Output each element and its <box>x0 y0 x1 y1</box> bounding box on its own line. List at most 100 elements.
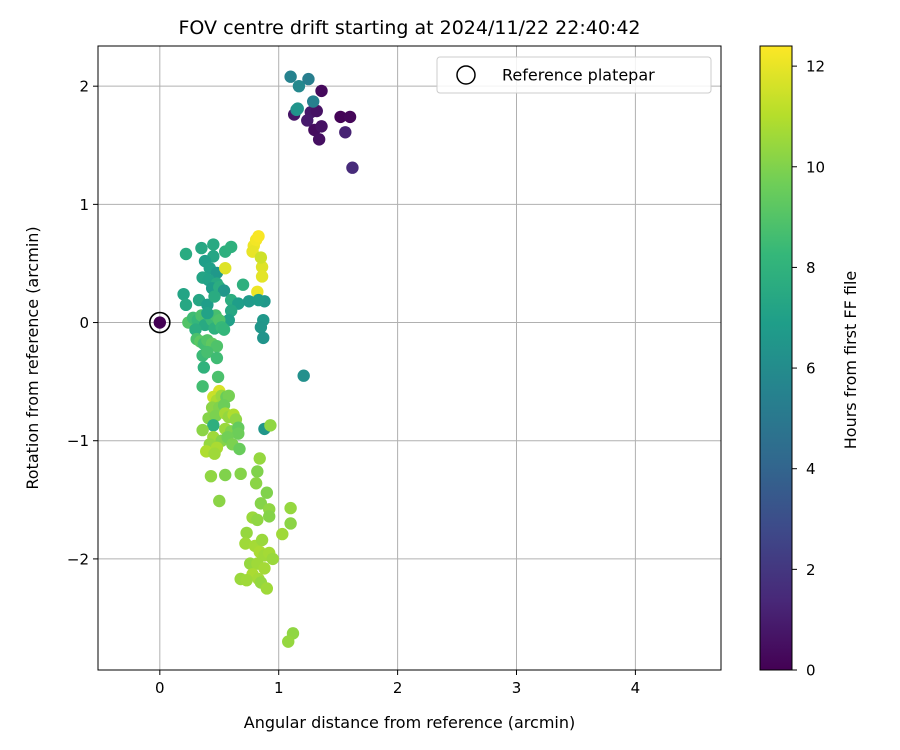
data-point <box>224 240 238 254</box>
data-point <box>302 72 315 86</box>
data-point <box>196 380 209 393</box>
x-tick-label: 0 <box>155 679 165 697</box>
data-point <box>208 290 221 303</box>
colorbar-ticks: 0 2 4 6 8 10 12 <box>792 58 825 680</box>
y-axis: −2 −1 0 1 2 <box>67 78 98 568</box>
data-point <box>253 452 266 465</box>
data-point <box>211 370 225 384</box>
y-tick-label: −1 <box>67 432 89 450</box>
data-point <box>310 104 323 118</box>
data-point <box>219 468 232 482</box>
data-point <box>276 527 289 541</box>
data-point <box>251 465 264 478</box>
data-point <box>209 409 222 423</box>
data-point <box>153 316 167 329</box>
colorbar-tick-label: 2 <box>806 561 816 579</box>
data-point <box>254 251 268 264</box>
x-tick-label: 3 <box>512 679 522 697</box>
data-point <box>284 501 297 515</box>
colorbar-label: Hours from first FF file <box>841 271 860 450</box>
data-point <box>312 133 326 146</box>
data-point <box>177 287 190 301</box>
x-tick-label: 4 <box>631 679 641 697</box>
legend-reference-marker <box>456 65 476 85</box>
data-point <box>254 321 268 334</box>
plot-frame <box>97 45 722 671</box>
data-point <box>239 537 252 550</box>
data-point <box>252 293 265 307</box>
data-point <box>306 95 320 108</box>
data-point <box>207 419 220 432</box>
data-point <box>222 389 235 403</box>
data-point <box>204 469 218 483</box>
data-point <box>264 419 277 432</box>
data-point <box>179 298 193 312</box>
data-point <box>334 110 347 124</box>
colorbar-frame <box>759 45 793 671</box>
data-point <box>292 79 306 93</box>
data-point <box>197 361 211 374</box>
data-point <box>260 486 274 499</box>
data-point <box>213 494 226 508</box>
y-tick-label: 1 <box>79 196 89 214</box>
data-point <box>260 582 274 595</box>
y-tick-label: 2 <box>79 78 89 96</box>
data-point <box>258 562 271 575</box>
data-point <box>232 427 245 440</box>
colorbar: 0 2 4 6 8 10 12 Hours from first FF file <box>759 45 860 680</box>
y-tick-label: −2 <box>67 550 89 568</box>
data-point <box>207 238 220 251</box>
y-axis-label: Rotation from reference (arcmin) <box>23 226 42 489</box>
data-point <box>242 295 256 308</box>
data-point <box>240 573 253 587</box>
colorbar-tick-label: 4 <box>806 460 816 478</box>
legend-label: Reference platepar <box>502 66 655 85</box>
data-point <box>217 323 231 336</box>
data-point <box>266 552 279 566</box>
data-point <box>315 84 328 98</box>
data-point <box>255 533 269 547</box>
colorbar-tick-label: 0 <box>806 662 816 680</box>
colorbar-tick-label: 6 <box>806 360 816 378</box>
grid <box>98 46 721 670</box>
data-point <box>224 304 238 317</box>
data-point <box>297 369 310 382</box>
data-point <box>339 126 352 139</box>
legend-box <box>436 56 712 94</box>
data-point <box>240 526 253 540</box>
x-tick-label: 1 <box>274 679 284 697</box>
colorbar-gradient <box>760 46 792 670</box>
data-points <box>149 70 359 648</box>
data-point <box>284 517 297 530</box>
data-point <box>284 70 297 83</box>
data-point <box>257 331 270 345</box>
data-point <box>201 345 214 359</box>
data-point <box>263 510 276 523</box>
y-tick-label: 0 <box>79 314 89 332</box>
x-tick-label: 2 <box>393 679 403 697</box>
data-point <box>234 467 247 481</box>
data-point <box>210 339 224 353</box>
x-axis: 0 1 2 3 4 <box>155 670 640 697</box>
data-point <box>219 261 232 275</box>
data-point <box>236 278 250 291</box>
colorbar-tick-label: 12 <box>806 58 825 76</box>
reference-platepar-marker <box>149 311 171 334</box>
data-point <box>315 120 328 133</box>
x-axis-label: Angular distance from reference (arcmin) <box>244 713 575 732</box>
data-point <box>217 284 231 297</box>
data-point <box>210 351 224 365</box>
data-point <box>255 260 269 274</box>
data-point <box>195 241 208 255</box>
data-point <box>346 161 359 174</box>
data-point <box>252 230 265 243</box>
data-point <box>251 513 264 527</box>
data-point <box>291 102 304 115</box>
chart-title: FOV centre drift starting at 2024/11/22 … <box>178 17 640 39</box>
legend[interactable]: Reference platepar <box>436 56 712 94</box>
data-point <box>343 110 357 124</box>
data-point <box>196 423 209 437</box>
colorbar-tick-label: 10 <box>806 158 825 176</box>
data-point <box>201 306 214 320</box>
